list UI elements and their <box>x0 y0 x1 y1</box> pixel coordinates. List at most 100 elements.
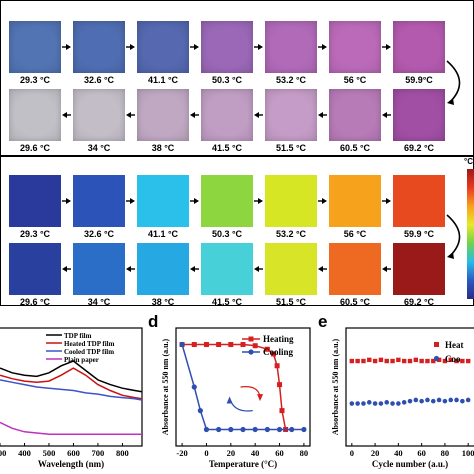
data-point <box>431 358 436 364</box>
arrow-head-icon <box>66 198 71 204</box>
photo_panel-row1-swatch <box>265 21 317 73</box>
data-point <box>361 401 366 406</box>
photo_panel-row2-temp-label: 60.5 °C <box>339 143 371 153</box>
x-tick-label: 20 <box>371 448 380 458</box>
thermal_panel-row2-swatch <box>329 243 381 295</box>
data-point <box>448 357 453 363</box>
data-point <box>277 382 283 388</box>
series-line <box>182 343 287 430</box>
legend-marker <box>433 355 440 362</box>
x-tick-label: -20 <box>176 448 187 458</box>
photo_panel-row2-swatch <box>329 89 381 141</box>
x-tick-label: 80 <box>441 448 450 458</box>
x-axis-label: Cycle number (a.u.) <box>372 459 448 469</box>
plot-frame <box>0 327 143 447</box>
thermal_panel-row2-temp-label: 29.6 °C <box>19 297 51 307</box>
data-point <box>367 357 372 363</box>
spectrum-line <box>0 421 142 435</box>
thermal_panel-row2-swatch <box>201 243 253 295</box>
data-point <box>425 397 430 403</box>
data-point <box>274 363 280 369</box>
data-point <box>264 346 270 352</box>
spectrum-line <box>0 367 143 400</box>
arrow-head-icon <box>447 252 454 259</box>
data-point <box>264 426 270 433</box>
thermal_panel-row2-temp-label: 60.5 °C <box>339 297 371 307</box>
data-point <box>276 426 283 433</box>
arrow-head-icon <box>130 44 135 50</box>
data-point <box>378 357 384 363</box>
thermal-panel: °C 29.3 °C 32.6 °C 41.1 °C 50.3 °C 53.2 °C 56… <box>0 156 474 307</box>
x-tick-label: 40 <box>251 448 260 458</box>
arrow-head-icon <box>126 112 131 118</box>
thermal_panel-row1-swatch <box>201 175 253 227</box>
colorbar <box>467 169 474 299</box>
thermal_panel-row2-temp-label: 51.5 °C <box>275 297 307 307</box>
arrow-head-icon <box>190 112 195 118</box>
spectrum-line <box>0 379 143 401</box>
legend-label: Plain paper <box>64 356 99 364</box>
data-point <box>419 398 424 404</box>
arrow-head-icon <box>130 198 135 204</box>
arrow-head-icon <box>254 112 259 118</box>
arrow-head-icon <box>257 394 264 402</box>
thermal_panel-row1-swatch <box>73 175 125 227</box>
arrow-head-icon <box>194 198 199 204</box>
photo_panel-row2-swatch <box>201 89 253 141</box>
photo_panel-row2-temp-label: 51.5 °C <box>275 143 307 153</box>
data-point <box>197 408 203 414</box>
data-point <box>203 426 210 433</box>
photo_panel-row2-temp-label: 41.5 °C <box>211 143 243 153</box>
arrow-head-icon <box>322 198 327 204</box>
photo_panel-row2-swatch <box>265 89 317 141</box>
data-point <box>465 397 471 403</box>
x-tick-label: 20 <box>227 448 236 458</box>
photo_panel-row1-temp-label: 56 °C <box>343 75 367 85</box>
data-point <box>203 342 209 348</box>
x-tick-label: 400 <box>18 448 31 458</box>
data-point <box>454 397 459 403</box>
legend-label: TDP film <box>64 332 92 340</box>
data-point <box>228 426 234 433</box>
plot-frame <box>345 327 474 447</box>
photo_panel-row2-swatch <box>393 89 445 141</box>
thermal_panel-row2-temp-label: 69.2 °C <box>403 297 435 307</box>
photo_panel-row1-temp-label: 59.9°C <box>405 75 433 85</box>
data-point <box>396 401 401 406</box>
legend-marker <box>248 349 254 355</box>
data-point <box>390 358 395 364</box>
data-point <box>413 397 419 403</box>
data-point <box>349 358 355 364</box>
data-point <box>191 342 197 348</box>
data-point <box>191 384 197 390</box>
data-point <box>349 401 355 406</box>
data-point <box>436 397 442 403</box>
data-point <box>419 358 424 364</box>
data-point <box>361 358 366 364</box>
photo_panel-row2-temp-label: 38 °C <box>151 143 175 153</box>
arrow-head-icon <box>126 266 131 272</box>
data-point <box>252 343 258 349</box>
data-point <box>384 358 389 364</box>
thermal-arrows <box>62 198 461 272</box>
arrow-head-icon <box>322 44 327 50</box>
thermal_panel-row2-temp-label: 38 °C <box>151 297 175 307</box>
x-tick-label: 60 <box>275 448 284 458</box>
photo_panel-row2-temp-label: 34 °C <box>87 143 111 153</box>
data-point <box>454 358 459 364</box>
arrow-head-icon <box>62 112 67 118</box>
thermal_panel-row2-swatch <box>265 243 317 295</box>
arrow-head-icon <box>254 266 259 272</box>
photo_panel-row1-swatch <box>73 21 125 73</box>
data-point <box>355 358 360 364</box>
data-point <box>384 400 390 405</box>
data-point <box>378 401 384 406</box>
legend-marker <box>434 342 439 347</box>
data-point <box>372 401 378 406</box>
thermal_panel-row2-temp-label: 41.5 °C <box>211 297 243 307</box>
arrow-head-icon <box>226 396 233 404</box>
x-tick-label: 80 <box>300 448 309 458</box>
thermal_panel-row1-swatch <box>137 175 189 227</box>
arrow-head-icon <box>382 266 387 272</box>
